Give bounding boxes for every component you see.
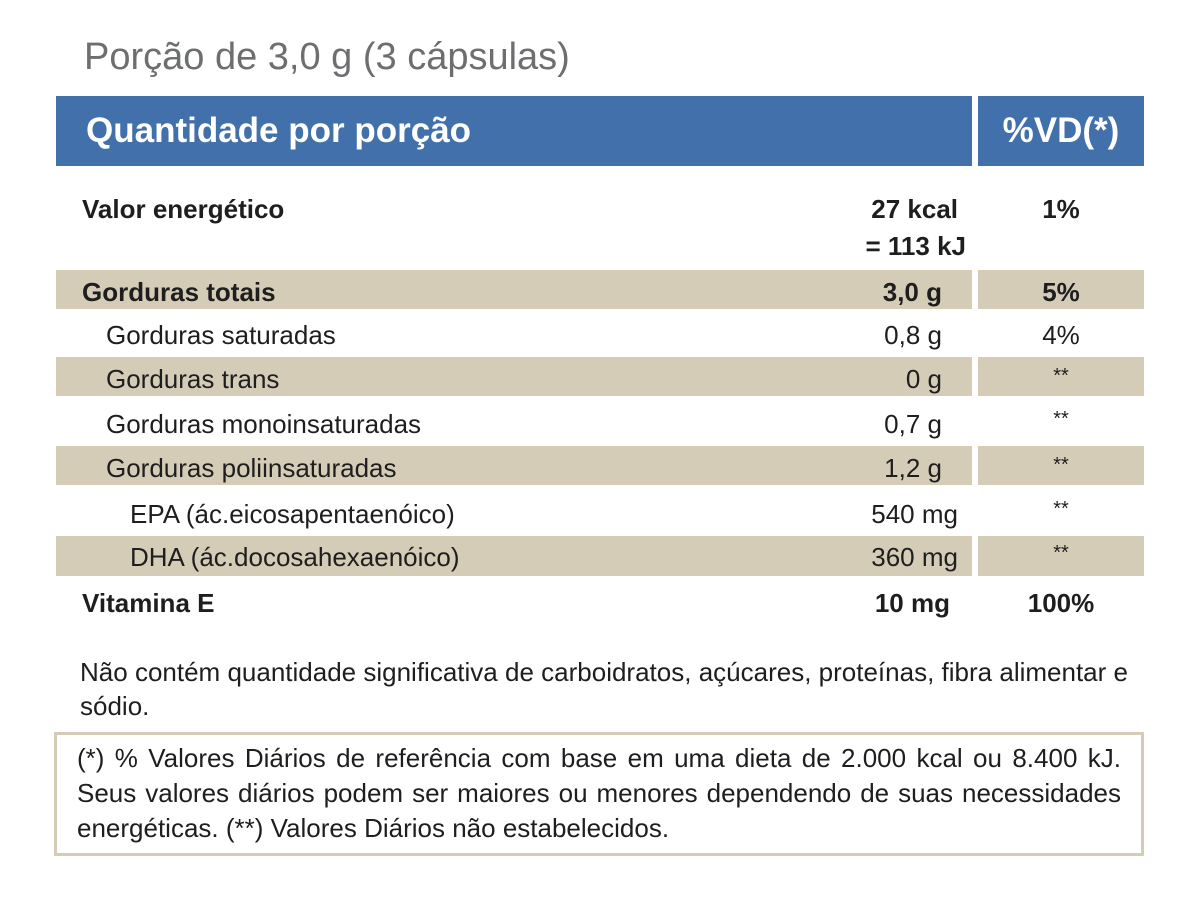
table-row-monounsaturated-fat: Gorduras monoinsaturadas 0,7 g **	[56, 402, 1144, 441]
row-dv-cell: **	[978, 357, 1144, 396]
row-dv: **	[1053, 454, 1069, 476]
row-dv: 1%	[1042, 194, 1080, 224]
row-label-cell: Gorduras trans 0 g	[56, 357, 972, 396]
row-amount: 0 g	[905, 364, 942, 394]
header-daily-value: %VD(*)	[978, 96, 1144, 166]
row-dv: **	[1053, 498, 1069, 520]
row-amount: 10 mg	[874, 588, 950, 618]
row-label-cell: Gorduras monoinsaturadas 0,7 g	[56, 402, 972, 441]
table-row-dha: DHA (ác.docosahexaenóico) 360 mg **	[56, 536, 1144, 576]
row-label-cell: Vitamina E 10 mg	[56, 582, 972, 622]
row-dv: 100%	[1027, 588, 1095, 618]
row-label: Gorduras saturadas	[106, 320, 336, 350]
table-row-epa: EPA (ác.eicosapentaenóico) 540 mg **	[56, 490, 1144, 534]
row-amount: 360 mg	[871, 542, 958, 572]
row-label-cell: Valor energético 27 kcal = 113 kJ	[56, 180, 972, 264]
row-label-cell: Gorduras poliinsaturadas 1,2 g	[56, 446, 972, 485]
row-dv-cell: 1%	[978, 180, 1144, 264]
row-label: Valor energético	[82, 194, 285, 224]
row-label: DHA (ác.docosahexaenóico)	[130, 542, 460, 572]
row-amount: 1,2 g	[884, 453, 942, 483]
row-dv: 4%	[1042, 320, 1080, 350]
row-dv: **	[1053, 542, 1069, 564]
table-row-total-fat: Gorduras totais 3,0 g 5%	[56, 270, 1144, 309]
footnote-text: (*) % Valores Diários de referência com …	[77, 743, 1121, 843]
row-label-cell: Gorduras saturadas 0,8 g	[56, 313, 972, 352]
header-quantity: Quantidade por porção	[56, 96, 972, 166]
table-row-vitamin-e: Vitamina E 10 mg 100%	[56, 582, 1144, 622]
row-dv-cell: **	[978, 446, 1144, 485]
row-dv: **	[1053, 408, 1069, 430]
row-label: Gorduras totais	[82, 277, 276, 307]
nutrient-note: Não contém quantidade significativa de c…	[80, 657, 1128, 721]
row-label: Gorduras trans	[106, 364, 280, 394]
row-dv-cell: 100%	[978, 582, 1144, 622]
row-amount: 540 mg	[871, 499, 958, 529]
row-label-cell: DHA (ác.docosahexaenóico) 360 mg	[56, 536, 972, 576]
row-label: Gorduras monoinsaturadas	[106, 409, 422, 439]
row-dv-cell: 4%	[978, 313, 1144, 352]
table-row-saturated-fat: Gorduras saturadas 0,8 g 4%	[56, 313, 1144, 352]
row-label: Vitamina E	[82, 588, 215, 618]
row-dv-cell: **	[978, 490, 1144, 534]
row-amount-kj: = 113 kJ	[865, 231, 967, 261]
row-dv-cell: **	[978, 536, 1144, 576]
table-row-polyunsaturated-fat: Gorduras poliinsaturadas 1,2 g **	[56, 446, 1144, 485]
row-label-cell: Gorduras totais 3,0 g	[56, 270, 972, 309]
row-dv: 5%	[1042, 277, 1080, 307]
row-dv-cell: 5%	[978, 270, 1144, 309]
serving-size: Porção de 3,0 g (3 cápsulas)	[84, 36, 570, 78]
row-amount: 0,8 g	[884, 320, 942, 350]
table-row-energy: Valor energético 27 kcal = 113 kJ 1%	[56, 180, 1144, 264]
row-dv-cell: **	[978, 402, 1144, 441]
row-label: Gorduras poliinsaturadas	[106, 453, 397, 483]
row-label: EPA (ác.eicosapentaenóico)	[130, 499, 455, 529]
row-label-cell: EPA (ác.eicosapentaenóico) 540 mg	[56, 490, 972, 534]
footnote-box: (*) % Valores Diários de referência com …	[54, 732, 1144, 856]
row-amount: 27 kcal	[871, 194, 958, 224]
row-dv: **	[1053, 365, 1069, 387]
row-amount: 0,7 g	[884, 409, 942, 439]
table-row-trans-fat: Gorduras trans 0 g **	[56, 357, 1144, 396]
row-amount: 3,0 g	[882, 277, 942, 307]
